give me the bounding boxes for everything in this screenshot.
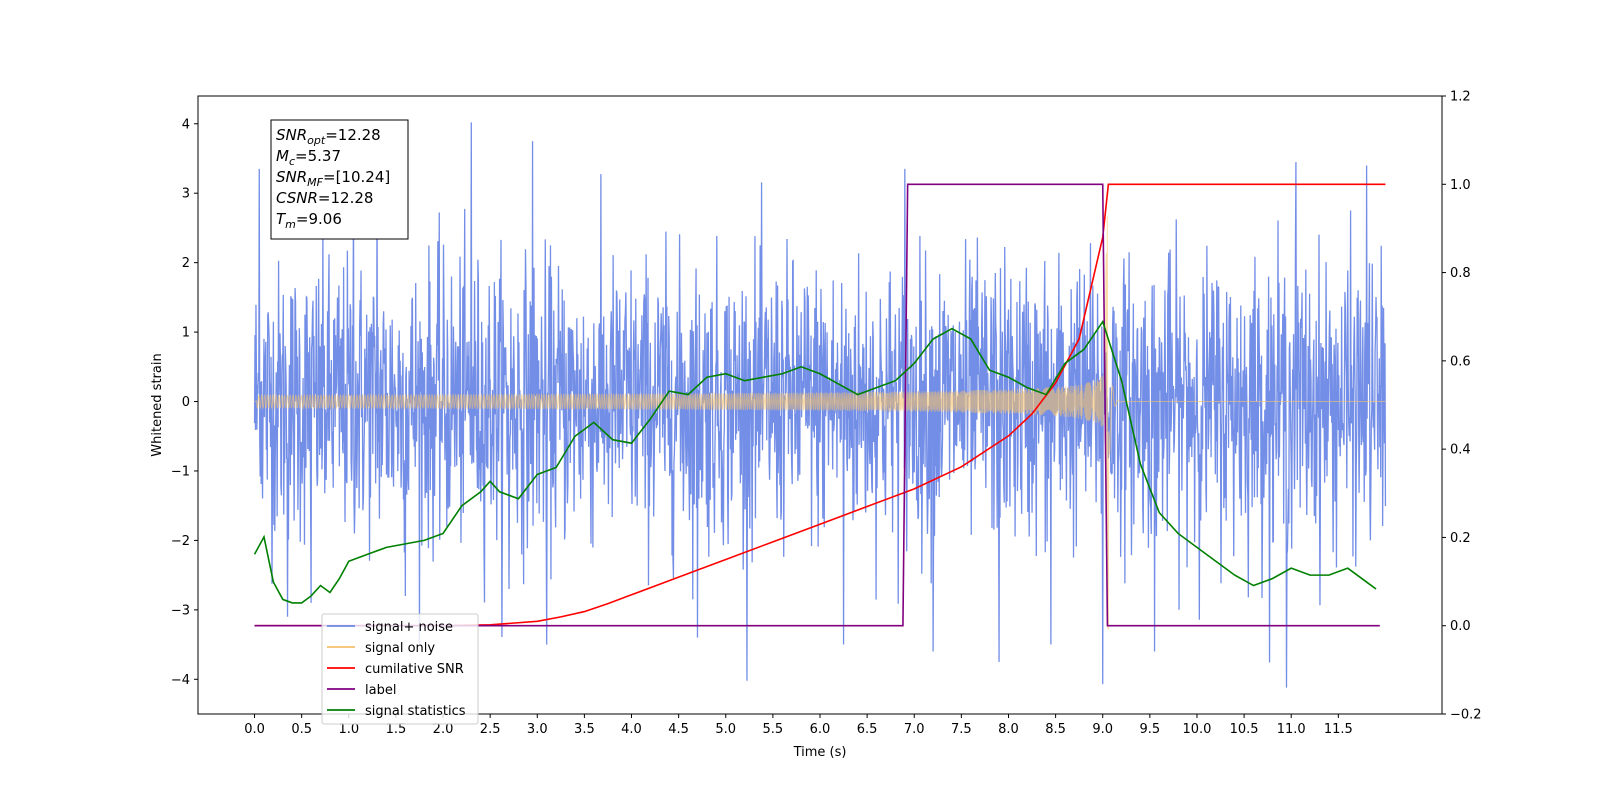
x-tick-label: 0.5 xyxy=(291,722,312,737)
annotation-value: =9.06 xyxy=(296,210,342,228)
x-tick-label: 0.0 xyxy=(244,722,265,737)
plot-area xyxy=(253,122,1387,688)
annotation-line: SNRMF=[10.24] xyxy=(276,168,390,189)
annotation-box: SNRopt=12.28Mc=5.37SNRMF=[10.24]CSNR=12.… xyxy=(270,119,409,240)
legend-label: signal+ noise xyxy=(365,620,453,635)
y-tick-label: 1 xyxy=(182,326,190,341)
y-axis-right: −0.2 0.0 0.2 0.4 0.6 0.8 1.0 1.2 xyxy=(1442,90,1482,723)
y-tick-label: −1 xyxy=(171,464,190,479)
x-tick-label: 9.5 xyxy=(1140,722,1161,737)
x-tick-label: 1.5 xyxy=(386,722,407,737)
annotation-subscript: m xyxy=(285,218,296,231)
x-tick-label: 4.0 xyxy=(621,722,642,737)
x-tick-label: 4.5 xyxy=(668,722,689,737)
legend-label: label xyxy=(365,683,396,698)
y2-tick-label: 0.2 xyxy=(1450,531,1471,546)
y2-tick-label: 0.8 xyxy=(1450,266,1471,281)
annotation-symbol: SNR xyxy=(276,126,307,144)
y-axis-left: −4 −3 −2 −1 0 1 2 3 4 xyxy=(171,117,198,688)
legend-label: cumilative SNR xyxy=(365,662,464,677)
y2-tick-label: 0.0 xyxy=(1450,619,1471,634)
x-tick-label: 10.5 xyxy=(1230,722,1259,737)
y-axis-label: Whitened strain xyxy=(150,353,165,456)
y-tick-label: −3 xyxy=(171,603,190,618)
x-tick-label: 11.5 xyxy=(1324,722,1353,737)
x-tick-label: 10.0 xyxy=(1182,722,1211,737)
annotation-symbol: T xyxy=(276,210,287,228)
y-tick-label: −4 xyxy=(171,673,190,688)
series-signal-only xyxy=(254,216,1386,630)
x-tick-label: 9.0 xyxy=(1092,722,1113,737)
y2-tick-label: 0.4 xyxy=(1450,443,1471,458)
annotation-line: SNRopt=12.28 xyxy=(276,126,381,147)
x-tick-label: 3.0 xyxy=(527,722,548,737)
y2-tick-label: 0.6 xyxy=(1450,354,1471,369)
x-tick-label: 7.5 xyxy=(951,722,972,737)
legend: signal+ noise signal only cumilative SNR la… xyxy=(321,613,479,725)
y-tick-label: −2 xyxy=(171,534,190,549)
annotation-value: =12.28 xyxy=(325,126,381,144)
y-tick-label: 0 xyxy=(182,395,190,410)
x-axis-label: Time (s) xyxy=(793,745,847,760)
annotation-line: Tm=9.06 xyxy=(276,210,342,231)
x-tick-label: 1.0 xyxy=(338,722,359,737)
legend-frame xyxy=(321,613,479,725)
annotation-symbol: M xyxy=(276,147,289,165)
series-label xyxy=(254,183,1380,627)
annotation-frame xyxy=(270,119,409,240)
annotation-subscript: c xyxy=(289,155,295,168)
x-tick-label: 6.5 xyxy=(857,722,878,737)
annotation-subscript: MF xyxy=(307,176,323,189)
series-signal-statistics xyxy=(253,319,1377,604)
y-tick-label: 3 xyxy=(182,187,190,202)
legend-label: signal only xyxy=(365,641,435,656)
x-tick-label: 8.5 xyxy=(1045,722,1066,737)
x-tick-label: 3.5 xyxy=(574,722,595,737)
annotation-value: =5.37 xyxy=(295,147,341,165)
annotation-line: CSNR=12.28 xyxy=(276,189,373,207)
x-axis: 0.0 0.5 1.0 1.5 2.0 2.5 3.0 3.5 4.0 4.5 5.0 5.5 6.0 6… xyxy=(244,714,1353,737)
x-tick-label: 2.5 xyxy=(480,722,501,737)
x-tick-label: 11.0 xyxy=(1277,722,1306,737)
y2-tick-label: 1.2 xyxy=(1450,90,1471,105)
x-tick-label: 2.0 xyxy=(433,722,454,737)
annotation-value: =12.28 xyxy=(318,189,374,207)
x-tick-label: 5.5 xyxy=(763,722,784,737)
x-tick-label: 5.0 xyxy=(715,722,736,737)
x-tick-label: 6.0 xyxy=(810,722,831,737)
annotation-symbol: CSNR xyxy=(276,189,318,207)
x-tick-label: 8.0 xyxy=(998,722,1019,737)
legend-label: signal statistics xyxy=(365,704,466,719)
annotation-value: =[10.24] xyxy=(323,168,390,186)
x-tick-label: 7.0 xyxy=(904,722,925,737)
y2-tick-label: −0.2 xyxy=(1450,708,1482,723)
annotation-subscript: opt xyxy=(307,134,326,147)
annotation-line: Mc=5.37 xyxy=(276,147,341,168)
y-tick-label: 2 xyxy=(182,256,190,271)
y2-tick-label: 1.0 xyxy=(1450,178,1471,193)
annotation-symbol: SNR xyxy=(276,168,307,186)
y-tick-label: 4 xyxy=(182,117,190,132)
